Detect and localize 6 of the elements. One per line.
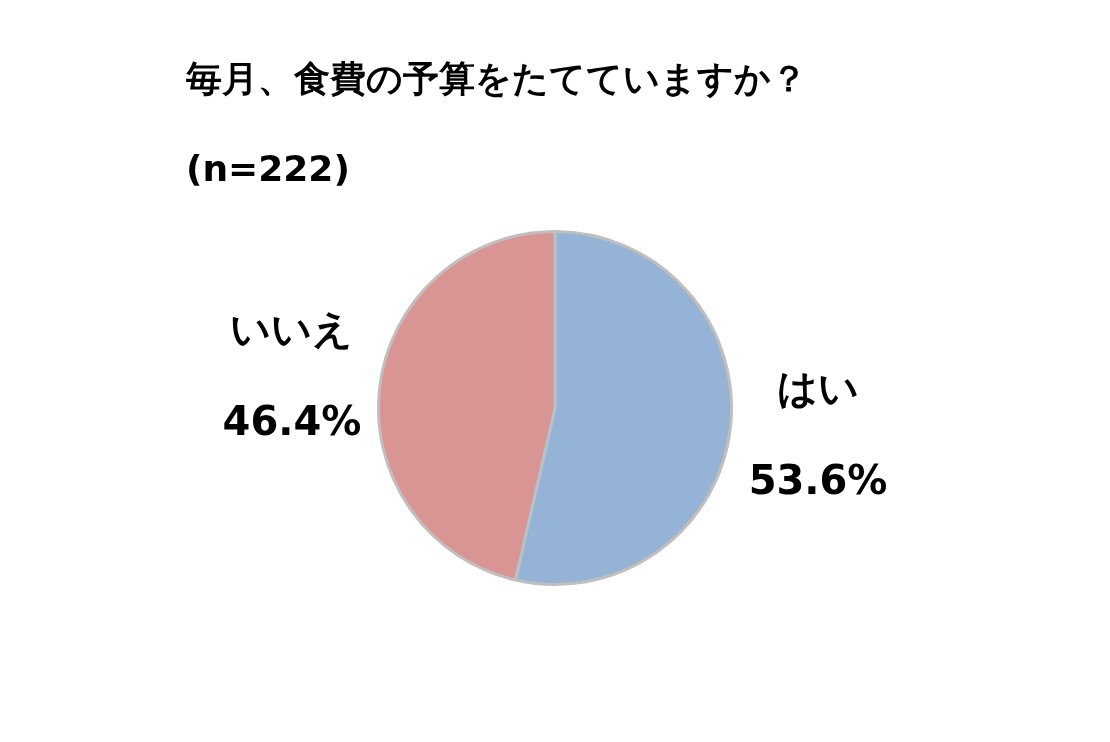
data-label: 53.6% — [748, 457, 888, 504]
chart-subtitle: (n=222) — [186, 148, 350, 190]
slice-label: いいえ — [230, 305, 354, 352]
chart-title: 毎月、食費の予算をたてていますか？ — [185, 58, 807, 100]
data-label: 46.4% — [222, 397, 362, 444]
slice-label: はい — [777, 365, 860, 412]
